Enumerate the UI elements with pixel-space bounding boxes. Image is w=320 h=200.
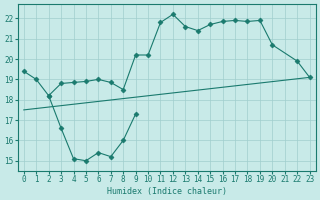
X-axis label: Humidex (Indice chaleur): Humidex (Indice chaleur) xyxy=(107,187,227,196)
